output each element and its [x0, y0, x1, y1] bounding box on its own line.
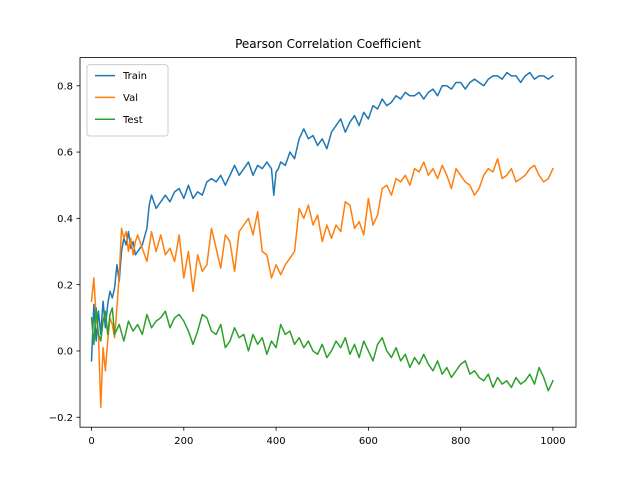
- y-tick-label: −0.2: [49, 413, 73, 424]
- plot-lines: [90, 71, 554, 409]
- series-line-train: [90, 71, 554, 362]
- x-tick-label: 1000: [540, 436, 565, 447]
- x-tick-label: 600: [359, 436, 378, 447]
- series-line-test: [90, 307, 554, 392]
- y-tick-label: 0.8: [57, 81, 73, 92]
- x-axis: 0 200 400 600 800 1000: [88, 427, 566, 447]
- y-tick-label: 0.4: [57, 214, 73, 225]
- chart-title: Pearson Correlation Coefficient: [235, 37, 421, 51]
- legend-label-val: Val: [123, 93, 138, 104]
- y-axis: −0.2 0.0 0.2 0.4 0.6 0.8: [49, 81, 80, 424]
- y-tick-label: 0.2: [57, 280, 73, 291]
- plot-frame: [79, 57, 577, 428]
- x-tick-label: 200: [174, 436, 193, 447]
- legend-label-test: Test: [122, 115, 143, 126]
- x-tick-label: 0: [88, 436, 94, 447]
- series-line-val: [90, 157, 554, 409]
- y-tick-label: 0.0: [57, 347, 73, 358]
- legend: Train Val Test: [86, 64, 169, 137]
- legend-label-train: Train: [122, 71, 147, 82]
- y-tick-label: 0.6: [57, 148, 73, 159]
- legend-box: [86, 64, 169, 137]
- x-tick-label: 400: [267, 436, 286, 447]
- x-tick-label: 800: [451, 436, 470, 447]
